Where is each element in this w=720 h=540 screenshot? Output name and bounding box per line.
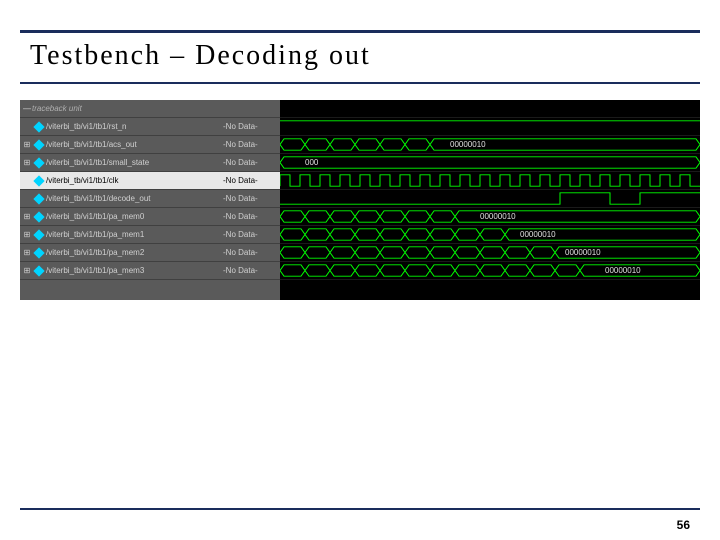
signal-row[interactable]: ⊞ /viterbi_tb/vi1/tb1/acs_out: [20, 136, 220, 154]
signal-name-label: /viterbi_tb/vi1/tb1/clk: [46, 176, 220, 185]
bus-value-label: 00000010: [605, 266, 641, 275]
signal-row[interactable]: /viterbi_tb/vi1/tb1/decode_out: [20, 190, 220, 208]
signal-marker-icon: [33, 193, 44, 204]
signal-name-label: /viterbi_tb/vi1/tb1/rst_n: [46, 122, 220, 131]
signal-value: -No Data-: [220, 208, 280, 226]
bus-value-label: 00000010: [450, 140, 486, 149]
signal-row[interactable]: ⊞ /viterbi_tb/vi1/tb1/pa_mem2: [20, 244, 220, 262]
expand-icon[interactable]: ⊞: [22, 266, 32, 275]
signal-value: -No Data-: [220, 244, 280, 262]
signal-name-label: /viterbi_tb/vi1/tb1/pa_mem3: [46, 266, 220, 275]
signal-name-label: /viterbi_tb/vi1/tb1/acs_out: [46, 140, 220, 149]
bus-value-label: 00000010: [520, 230, 556, 239]
expand-icon[interactable]: ⊞: [22, 230, 32, 239]
waveform-row[interactable]: [280, 172, 700, 190]
signal-name-panel: — traceback unit /viterbi_tb/vi1/tb1/rst…: [20, 100, 220, 300]
signal-row[interactable]: ⊞ /viterbi_tb/vi1/tb1/pa_mem3: [20, 262, 220, 280]
expand-icon[interactable]: ⊞: [22, 140, 32, 149]
bus-value-label: 00000010: [480, 212, 516, 221]
signal-value: -No Data-: [220, 190, 280, 208]
slide-title: Testbench – Decoding out: [30, 40, 371, 72]
title-underline: [20, 82, 700, 84]
bus-value-label: 000: [305, 158, 318, 167]
top-rule: [20, 30, 700, 33]
collapse-icon[interactable]: —: [22, 104, 32, 113]
signal-value: -No Data-: [220, 118, 280, 136]
signal-name-label: /viterbi_tb/vi1/tb1/pa_mem2: [46, 248, 220, 257]
waveform-row[interactable]: [280, 118, 700, 136]
signal-value: -No Data-: [220, 136, 280, 154]
signal-row[interactable]: ⊞ /viterbi_tb/vi1/tb1/pa_mem1: [20, 226, 220, 244]
waveform-row[interactable]: 00000010: [280, 262, 700, 280]
signal-value: -No Data-: [220, 172, 280, 190]
signal-marker-icon: [33, 121, 44, 132]
bus-value-label: 00000010: [565, 248, 601, 257]
signal-group-header[interactable]: — traceback unit: [20, 100, 220, 118]
wave-header-row: [280, 100, 700, 118]
signal-marker-icon: [33, 211, 44, 222]
page-number: 56: [677, 518, 690, 532]
expand-icon[interactable]: ⊞: [22, 158, 32, 167]
signal-value-panel: -No Data--No Data--No Data--No Data--No …: [220, 100, 280, 300]
waveform-row[interactable]: 00000010: [280, 226, 700, 244]
waveform-row[interactable]: 00000010: [280, 244, 700, 262]
signal-marker-icon: [33, 265, 44, 276]
signal-name-label: /viterbi_tb/vi1/tb1/decode_out: [46, 194, 220, 203]
signal-marker-icon: [33, 175, 44, 186]
signal-value: -No Data-: [220, 226, 280, 244]
signal-marker-icon: [33, 157, 44, 168]
signal-row[interactable]: /viterbi_tb/vi1/tb1/rst_n: [20, 118, 220, 136]
signal-name-label: /viterbi_tb/vi1/tb1/pa_mem1: [46, 230, 220, 239]
waveform-viewer: — traceback unit /viterbi_tb/vi1/tb1/rst…: [20, 100, 700, 300]
signal-value: -No Data-: [220, 154, 280, 172]
signal-row[interactable]: ⊞ /viterbi_tb/vi1/tb1/small_state: [20, 154, 220, 172]
signal-row[interactable]: /viterbi_tb/vi1/tb1/clk: [20, 172, 220, 190]
expand-icon[interactable]: ⊞: [22, 248, 32, 257]
signal-name-label: /viterbi_tb/vi1/tb1/pa_mem0: [46, 212, 220, 221]
signal-marker-icon: [33, 139, 44, 150]
waveform-row[interactable]: 000: [280, 154, 700, 172]
signal-row[interactable]: ⊞ /viterbi_tb/vi1/tb1/pa_mem0: [20, 208, 220, 226]
signal-name-label: /viterbi_tb/vi1/tb1/small_state: [46, 158, 220, 167]
waveform-row[interactable]: [280, 190, 700, 208]
expand-icon[interactable]: ⊞: [22, 212, 32, 221]
waveform-row[interactable]: 00000010: [280, 136, 700, 154]
waveform-panel[interactable]: 00000010 000 00000010 00000010 00000010 00000…: [280, 100, 700, 300]
signal-value: -No Data-: [220, 262, 280, 280]
value-header: [220, 100, 280, 118]
waveform-row[interactable]: 00000010: [280, 208, 700, 226]
signal-marker-icon: [33, 229, 44, 240]
bottom-rule: [20, 508, 700, 510]
signal-marker-icon: [33, 247, 44, 258]
